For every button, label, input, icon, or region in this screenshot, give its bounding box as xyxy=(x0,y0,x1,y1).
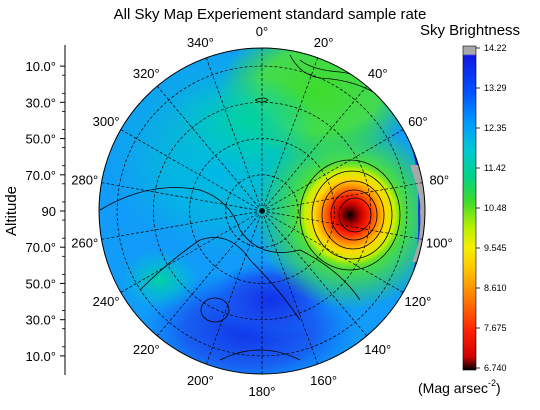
grid-spoke xyxy=(156,85,263,212)
colorbar-unit-close: ) xyxy=(496,380,501,396)
sky-map-disk xyxy=(99,48,425,374)
angular-tick-label: 120° xyxy=(404,294,431,309)
altitude-tick-label: 50.0° xyxy=(25,276,56,291)
angular-tick-label: 20° xyxy=(314,35,334,50)
colorbar-tick-label: 10.48 xyxy=(484,203,507,213)
angular-tick-label: 340° xyxy=(187,35,214,50)
grid-spoke xyxy=(261,210,368,337)
angular-tick-label: 100° xyxy=(426,235,453,250)
colorbar-tick-label: 9.545 xyxy=(484,243,507,253)
polar-grid xyxy=(101,48,423,374)
grid-spoke xyxy=(205,210,263,365)
grid-spoke xyxy=(261,85,368,212)
colorbar-tick-label: 8.610 xyxy=(484,283,507,293)
altitude-tick-label: 30.0° xyxy=(25,313,56,328)
altitude-axis-label: Altitude xyxy=(3,186,20,236)
colorbar-tick-label: 11.42 xyxy=(484,163,506,173)
angular-tick-label: 160° xyxy=(310,373,337,388)
colorbar-title: Sky Brightness xyxy=(420,22,521,39)
grid-spoke xyxy=(101,210,263,240)
colorbar-unit-text: (Mag arsec xyxy=(418,380,489,396)
colorbar-tick-label: 7.675 xyxy=(484,323,507,333)
colorbar-tick-label: 14.22 xyxy=(484,43,507,53)
altitude-tick-label: 70.0° xyxy=(25,240,56,255)
grid-spoke xyxy=(120,210,263,293)
grid-spoke xyxy=(261,210,319,365)
grid-spoke xyxy=(261,129,404,212)
angular-tick-label: 80° xyxy=(429,173,449,188)
grid-spoke xyxy=(261,210,423,240)
sky-map-outline xyxy=(98,47,426,375)
chart-title: All Sky Map Experiement standard sample … xyxy=(113,6,427,23)
colorbar-tick-label: 13.29 xyxy=(484,83,507,93)
angular-tick-label: 140° xyxy=(364,342,391,357)
contour-lines xyxy=(99,54,401,361)
grid-spoke xyxy=(261,210,404,293)
angular-tick-label: 220° xyxy=(133,342,160,357)
altitude-tick-label: 90 xyxy=(42,204,56,219)
grid-ring xyxy=(116,65,408,357)
grid-spoke xyxy=(261,182,423,212)
altitude-tick-label: 30.0° xyxy=(25,95,56,110)
altitude-tick-label: 70.0° xyxy=(25,168,56,183)
angular-tick-labels: 0° 20° 40° 60° 80° 100° 120° 140° 160° 180° 200° 22… xyxy=(71,24,452,399)
altitude-tick-label: 50.0° xyxy=(25,132,56,147)
angular-tick-label: 280° xyxy=(71,173,98,188)
angular-tick-label: 180° xyxy=(249,384,276,399)
altitude-tick-label: 10.0° xyxy=(25,349,56,364)
angular-tick-label: 320° xyxy=(133,66,160,81)
angular-tick-label: 60° xyxy=(408,114,428,129)
angular-tick-label: 0° xyxy=(256,24,268,39)
colorbar-unit-exponent: -2 xyxy=(488,378,497,388)
grid-spoke xyxy=(101,182,263,212)
altitude-ticks: 10.0° 30.0° 50.0° 70.0° 90 70.0° 50.0° 30.0° 10.… xyxy=(25,59,65,364)
colorbar-tick-label: 6.740 xyxy=(484,363,507,373)
altitude-tick-label: 10.0° xyxy=(25,59,56,74)
grid-spoke xyxy=(156,210,263,337)
grid-ring xyxy=(152,101,372,321)
grid-spoke xyxy=(120,129,263,212)
angular-tick-label: 240° xyxy=(93,294,120,309)
colorbar-ticks: 14.22 13.29 12.35 11.42 10.48 9.545 8.610 7.675… xyxy=(476,43,507,373)
angular-tick-label: 40° xyxy=(368,66,388,81)
colorbar xyxy=(462,45,477,371)
angular-tick-label: 300° xyxy=(93,114,120,129)
grid-spoke xyxy=(205,57,263,212)
colorbar-tick-label: 12.35 xyxy=(484,123,507,133)
angular-tick-label: 200° xyxy=(187,373,214,388)
grid-spoke xyxy=(261,57,319,212)
colorbar-unit: (Mag arsec-2) xyxy=(418,378,501,396)
angular-tick-label: 260° xyxy=(71,235,98,250)
